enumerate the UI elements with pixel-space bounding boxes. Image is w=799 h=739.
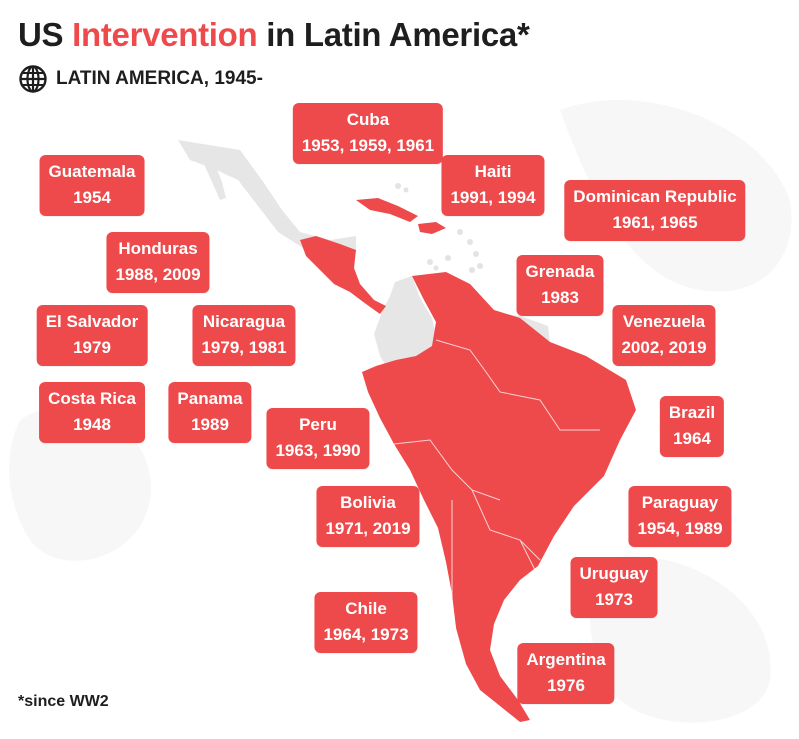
label-haiti: Haiti 1991, 1994 xyxy=(441,155,545,216)
label-dominican-republic: Dominican Republic 1961, 1965 xyxy=(564,180,746,241)
label-brazil: Brazil 1964 xyxy=(659,396,725,457)
footnote: *since WW2 xyxy=(18,693,109,710)
subtitle-row: LATIN AMERICA, 1945- xyxy=(18,64,263,94)
hispaniola-shape xyxy=(418,222,446,234)
label-chile: Chile 1964, 1973 xyxy=(314,592,418,653)
label-cuba: Cuba 1953, 1959, 1961 xyxy=(292,103,444,164)
label-nicaragua: Nicaragua 1979, 1981 xyxy=(192,305,296,366)
label-argentina: Argentina 1976 xyxy=(517,643,615,704)
colombia-region xyxy=(374,276,436,372)
label-grenada: Grenada 1983 xyxy=(516,255,604,316)
label-paraguay: Paraguay 1954, 1989 xyxy=(628,486,732,547)
page-title: US Intervention in Latin America* xyxy=(18,16,530,53)
baja-peninsula xyxy=(204,150,226,200)
central-america-shape xyxy=(300,236,386,314)
label-guatemala: Guatemala 1954 xyxy=(39,155,145,216)
caribbean-islands xyxy=(395,183,483,273)
south-america-shape xyxy=(362,272,636,722)
country-borders xyxy=(393,339,600,681)
mexico-region xyxy=(178,140,356,262)
label-costa-rica: Costa Rica 1948 xyxy=(39,382,145,443)
label-el-salvador: El Salvador 1979 xyxy=(36,305,148,366)
label-honduras: Honduras 1988, 2009 xyxy=(106,232,210,293)
label-venezuela: Venezuela 2002, 2019 xyxy=(612,305,716,366)
label-panama: Panama 1989 xyxy=(168,382,252,443)
globe-icon xyxy=(19,65,47,93)
background-shapes xyxy=(9,100,792,723)
cuba-shape xyxy=(356,198,418,222)
label-uruguay: Uruguay 1973 xyxy=(570,557,658,618)
subtitle-text: LATIN AMERICA, 1945- xyxy=(56,68,263,89)
label-bolivia: Bolivia 1971, 2019 xyxy=(316,486,420,547)
label-peru: Peru 1963, 1990 xyxy=(266,408,370,469)
